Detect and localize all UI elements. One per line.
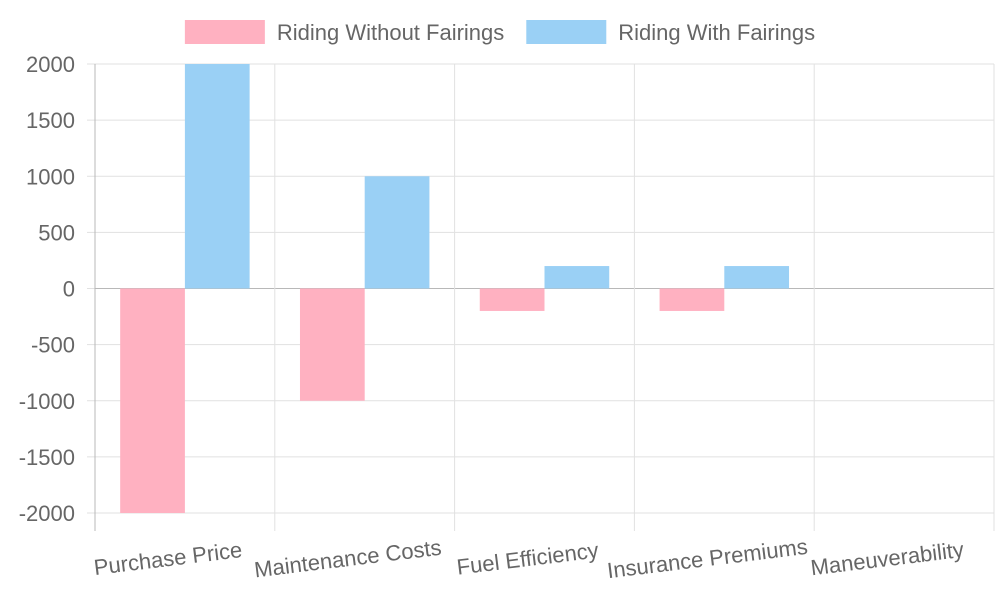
bar-with-fairings <box>184 64 250 289</box>
bar-without-fairings <box>120 288 185 513</box>
x-tick-label: Purchase Price <box>92 537 243 580</box>
bar-with-fairings <box>364 176 430 289</box>
x-tick-label: Fuel Efficiency <box>455 537 600 579</box>
x-tick-label: Insurance Premiums <box>606 534 809 583</box>
bar-without-fairings <box>659 288 725 311</box>
y-tick-label: -2000 <box>19 501 75 526</box>
y-tick-label: 1000 <box>26 164 75 189</box>
x-tick-label: Maintenance Costs <box>253 535 443 583</box>
legend-swatch <box>526 20 607 44</box>
bar-without-fairings <box>479 288 545 311</box>
bar-with-fairings <box>544 266 610 289</box>
y-tick-label: -1000 <box>19 389 75 414</box>
legend-swatch <box>184 20 265 44</box>
y-tick-label: -1500 <box>19 445 75 470</box>
y-tick-label: 2000 <box>26 52 75 77</box>
legend-label: Riding With Fairings <box>618 20 815 45</box>
bar-with-fairings <box>724 266 790 289</box>
legend-label: Riding Without Fairings <box>277 20 504 45</box>
y-tick-label: -500 <box>31 333 75 358</box>
bar-without-fairings <box>299 288 365 401</box>
y-tick-label: 1500 <box>26 108 75 133</box>
y-tick-label: 0 <box>63 277 75 302</box>
y-tick-label: 500 <box>38 220 75 245</box>
x-tick-label: Maneuverability <box>809 537 965 581</box>
